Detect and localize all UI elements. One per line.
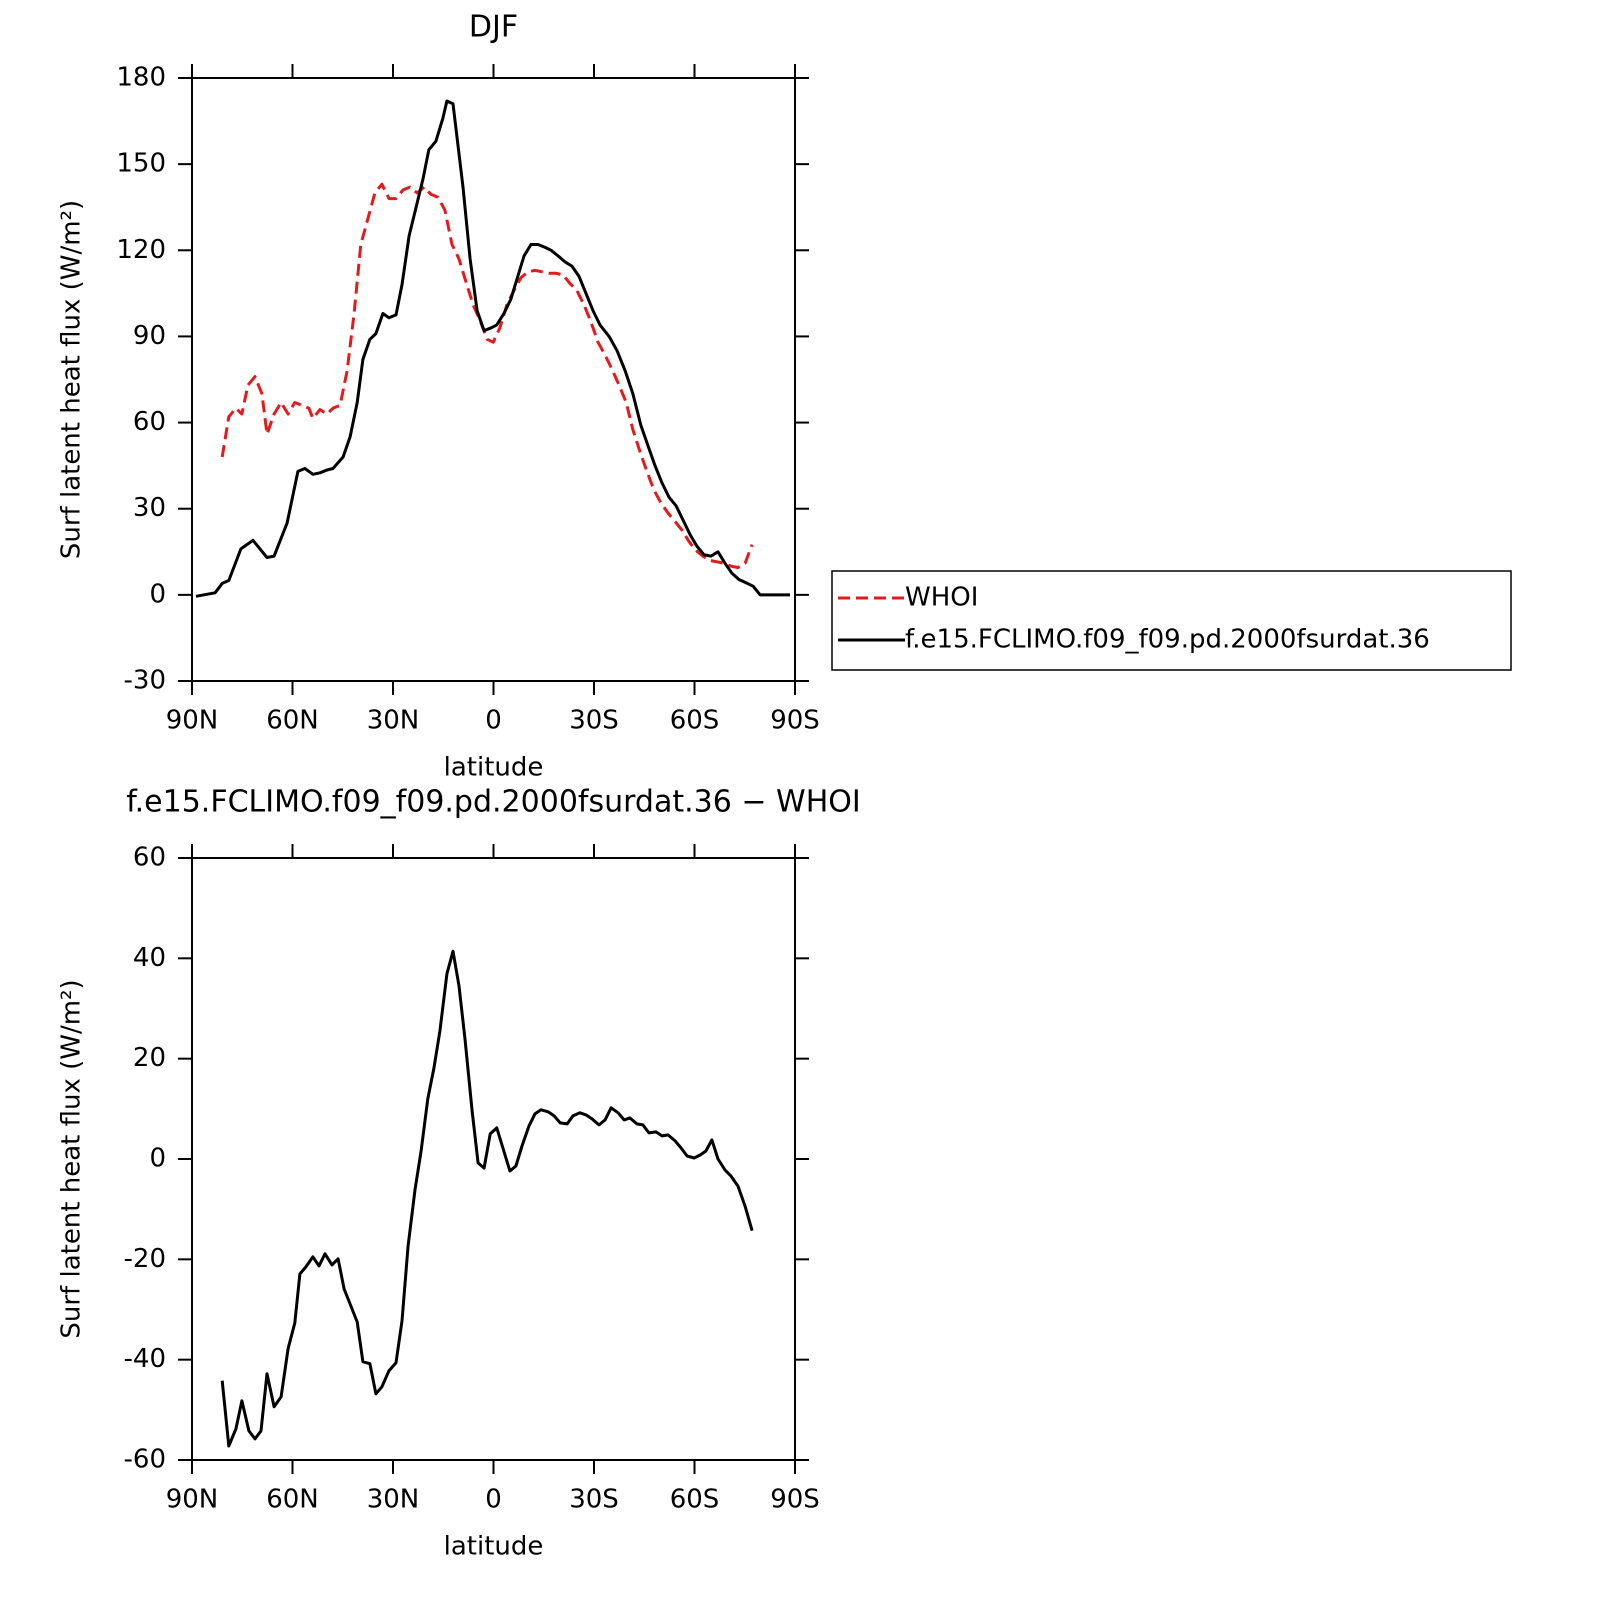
x-tick-label: 0 (485, 706, 502, 736)
x-tick-label: 60N (266, 1485, 319, 1515)
plot-frame (191, 77, 796, 682)
data-line (220, 949, 754, 1448)
legend-label: f.e15.FCLIMO.f09_f09.pd.2000fsurdat.36 (905, 625, 1430, 655)
x-tick-label: 30N (367, 1485, 420, 1515)
y-tick-label: 30 (133, 493, 166, 523)
y-axis-label: Surf latent heat flux (W/m²) (57, 200, 87, 559)
x-tick-label: 90N (166, 1485, 219, 1515)
legend-box (831, 570, 1512, 671)
data-line (195, 99, 790, 598)
y-tick-label: -20 (124, 1244, 166, 1274)
x-tick-label: 90S (770, 706, 820, 736)
x-tick-label: 30S (569, 1485, 619, 1515)
x-tick-label: 30N (367, 706, 420, 736)
legend-label: WHOI (905, 583, 978, 613)
y-tick-label: 60 (133, 843, 166, 873)
chart-title: DJF (469, 10, 518, 45)
y-tick-label: -40 (124, 1344, 166, 1374)
x-tick-label: 60S (670, 706, 720, 736)
x-tick-label: 60S (670, 1485, 720, 1515)
y-tick-label: 0 (149, 579, 166, 609)
x-tick-label: 90N (166, 706, 219, 736)
y-tick-label: 40 (133, 943, 166, 973)
x-axis-label: latitude (444, 1532, 544, 1562)
x-tick-label: 90S (770, 1485, 820, 1515)
x-tick-label: 30S (569, 706, 619, 736)
y-tick-label: 0 (149, 1144, 166, 1174)
y-tick-label: 90 (133, 321, 166, 351)
plot-frame (191, 857, 796, 1461)
y-tick-label: 20 (133, 1043, 166, 1073)
x-tick-label: 60N (266, 706, 319, 736)
data-line (220, 182, 754, 570)
y-tick-label: 120 (116, 235, 166, 265)
y-tick-label: 180 (116, 63, 166, 93)
chart-title: f.e15.FCLIMO.f09_f09.pd.2000fsurdat.36 −… (126, 785, 860, 820)
y-tick-label: 150 (116, 149, 166, 179)
x-axis-label: latitude (444, 753, 544, 783)
y-tick-label: -30 (124, 666, 166, 696)
y-tick-label: -60 (124, 1445, 166, 1475)
y-tick-label: 60 (133, 407, 166, 437)
y-axis-label: Surf latent heat flux (W/m²) (57, 979, 87, 1338)
x-tick-label: 0 (485, 1485, 502, 1515)
